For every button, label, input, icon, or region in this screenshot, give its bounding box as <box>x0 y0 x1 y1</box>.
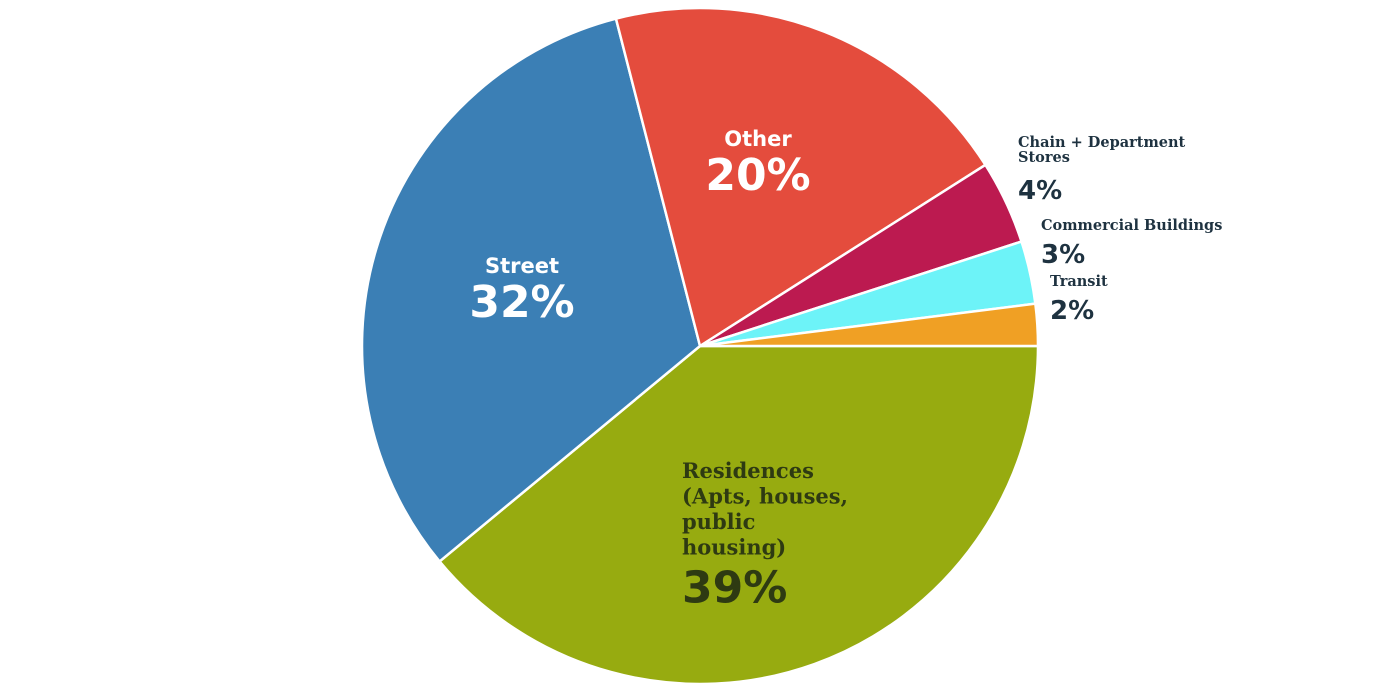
slice-label-commercial-buildings: Commercial Buildings <box>1041 217 1222 234</box>
slice-label-residences: Residences (Apts, houses, public housing) <box>682 458 848 560</box>
slice-label-chain-department: Chain + Department Stores <box>1018 134 1186 166</box>
slice-value-commercial-buildings: 3% <box>1041 240 1085 270</box>
slice-label-transit: Transit <box>1050 273 1108 290</box>
pie-labels: Residences (Apts, houses, public housing)39… <box>469 127 1222 614</box>
slice-label-other: Other <box>724 127 792 151</box>
pie-slices <box>360 6 1040 686</box>
slice-value-chain-department: 4% <box>1018 176 1062 206</box>
slice-label-street: Street <box>485 254 559 278</box>
slice-value-other: 20% <box>705 150 810 201</box>
slice-value-residences: 39% <box>682 563 787 614</box>
pie-slice-other <box>614 6 988 348</box>
pie-slice-transit <box>699 302 1040 348</box>
slice-value-street: 32% <box>469 277 574 328</box>
pie-slice-street <box>360 17 702 564</box>
slice-value-transit: 2% <box>1050 296 1094 326</box>
pie-slice-residences <box>437 344 1040 686</box>
